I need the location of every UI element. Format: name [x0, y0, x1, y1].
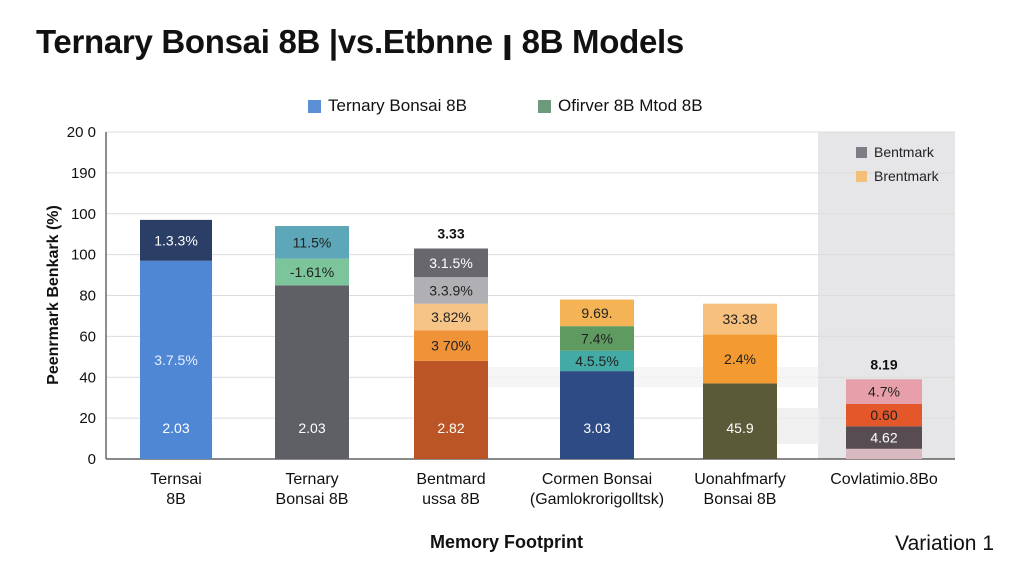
category-label-line: Covlatimio.8Bo	[830, 471, 938, 488]
category-label-line: 8B	[166, 491, 186, 508]
bar-segment	[275, 258, 349, 286]
bar-segment-label: 4.7%	[868, 384, 900, 400]
bar-segment	[846, 379, 922, 404]
bar-segment-label: 3.82%	[431, 309, 471, 325]
category-label: Cormen Bonsai (Gamlokrorigolltsk)	[530, 470, 664, 510]
category-label: Ternsai 8B	[150, 470, 202, 510]
bar-segment	[275, 285, 349, 459]
inner-legend-label: Brentmark	[874, 168, 940, 184]
legend-label-ternary: Ternary Bonsai 8B	[328, 96, 467, 115]
bar-segment	[560, 326, 634, 351]
bar-segment-label: 4.5.5%	[575, 353, 619, 369]
bar-segment-label: 3.3.9%	[429, 282, 473, 298]
legend-item-ternary: Ternary Bonsai 8B	[308, 96, 467, 116]
y-tick-label: 100	[71, 206, 96, 223]
y-tick-label: 60	[79, 328, 96, 345]
legend-label-other: Ofirver 8B Mtod 8B	[558, 96, 703, 115]
chart-title: Ternary Bonsai 8B |vs.Etbnne ꞁ 8B Models	[36, 23, 684, 60]
legend: Ternary Bonsai 8B Ofirver 8B Mtod 8B	[0, 96, 1024, 124]
bar-segment	[560, 299, 634, 327]
y-tick-label: 100	[71, 247, 96, 264]
bar-segment	[846, 426, 922, 449]
bar-segment	[846, 403, 922, 427]
bar-base-label: 2.03	[298, 420, 325, 436]
inner-legend-swatch	[856, 147, 867, 158]
category-label: Uonahfmarfy Bonsai 8B	[694, 470, 786, 510]
y-tick-label: 190	[71, 165, 96, 182]
bar-base-label: 2.82	[437, 420, 464, 436]
bar-base-label: 2.03	[162, 420, 189, 436]
y-tick-label: 40	[79, 369, 96, 386]
category-label-line: Uonahfmarfy	[694, 471, 786, 488]
category-label-line: Bonsai 8B	[703, 491, 777, 508]
category-label-line: Cormen Bonsai	[541, 471, 653, 488]
bar-segment	[560, 350, 634, 372]
bar-segment	[140, 260, 212, 459]
bar-segment-label: 2.4%	[724, 351, 756, 367]
bar-segment	[414, 277, 488, 304]
category-label-line: ussa 8B	[422, 491, 480, 508]
y-tick-label: 20 0	[67, 124, 96, 141]
inner-legend-label: Bentmark	[874, 144, 935, 160]
bar-segment	[703, 303, 777, 335]
bar-segment-label: -1.61%	[290, 264, 334, 280]
legend-swatch-other	[538, 99, 551, 113]
bar-segment	[275, 226, 349, 259]
bar-segment	[703, 334, 777, 384]
bar-segment-label: 33.38	[722, 311, 757, 327]
bar-segment	[703, 383, 777, 459]
bar-segment	[414, 248, 488, 278]
bar-segment-label: 9.69.	[581, 305, 612, 321]
category-label-line: (Gamlokrorigolltsk)	[529, 491, 665, 508]
bar-segment-label: 3 70%	[431, 338, 471, 354]
bar-segment	[560, 371, 634, 459]
x-axis-label: Memory Footprint	[430, 532, 583, 552]
bar-segment-label: 0.60	[870, 407, 897, 423]
y-tick-label: 20	[79, 410, 96, 427]
category-label: Ternary Bonsai 8B	[276, 470, 349, 510]
bar-top-label: 8.19	[870, 356, 897, 372]
category-label-line: Ternsai	[150, 471, 202, 488]
bar-segment	[414, 330, 488, 361]
inner-legend-swatch	[856, 171, 867, 182]
y-tick-label: 80	[79, 288, 96, 305]
bar-segment-label: 11.5%	[293, 234, 332, 250]
bar-segment	[414, 360, 488, 459]
bar-segment-label: 1.3.3%	[154, 232, 198, 248]
category-label: Covlatimio.8Bo	[830, 470, 938, 490]
category-label-line: Bentmard	[416, 471, 486, 488]
bar-top-label: 3.33	[437, 225, 464, 241]
variation-label: Variation 1	[895, 532, 994, 555]
bar-segment	[140, 219, 212, 261]
y-axis-label: Peenrmark Benkark (%)	[45, 205, 62, 385]
legend-swatch-ternary	[308, 99, 321, 113]
category-label-line: Ternary	[285, 471, 339, 488]
category-label: Bentmard ussa 8B	[416, 470, 485, 510]
category-label-line: Bonsai 8B	[275, 491, 349, 508]
bar-segment-label: 7.4%	[581, 330, 613, 346]
legend-item-other: Ofirver 8B Mtod 8B	[538, 96, 703, 116]
bar-segment-label: 3.1.5%	[429, 255, 473, 271]
y-tick-label: 0	[88, 451, 96, 468]
bar-segment-label: 4.62	[870, 430, 897, 446]
bar-base-label: 45.9	[726, 420, 753, 436]
bar-base-label: 3.03	[583, 420, 610, 436]
bar-segment	[846, 448, 922, 459]
bar-segment-label: 3.7.5%	[154, 352, 198, 368]
bar-segment	[414, 303, 488, 331]
